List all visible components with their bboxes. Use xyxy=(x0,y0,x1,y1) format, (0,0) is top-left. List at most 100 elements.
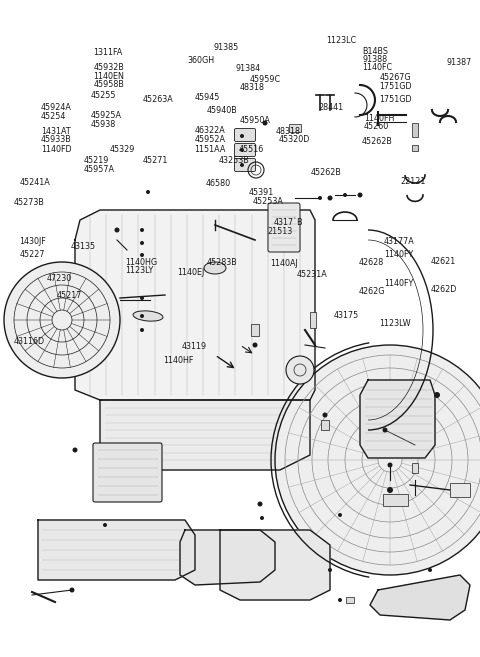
Bar xyxy=(412,145,418,151)
Text: 42628: 42628 xyxy=(359,258,384,267)
Circle shape xyxy=(257,501,263,507)
Circle shape xyxy=(387,487,393,493)
Polygon shape xyxy=(360,380,435,458)
Circle shape xyxy=(140,296,144,300)
Text: 91387: 91387 xyxy=(446,58,472,67)
Text: 45263A: 45263A xyxy=(143,95,174,104)
Polygon shape xyxy=(75,210,315,400)
Text: 45260: 45260 xyxy=(364,122,389,131)
Text: 45950A: 45950A xyxy=(240,116,271,125)
Circle shape xyxy=(275,345,480,575)
Text: 45231A: 45231A xyxy=(297,270,327,279)
Circle shape xyxy=(146,190,150,194)
Circle shape xyxy=(72,447,77,453)
Bar xyxy=(289,124,301,132)
Text: 45253A: 45253A xyxy=(253,197,284,206)
Text: 1140HG: 1140HG xyxy=(125,258,157,267)
Text: 42621: 42621 xyxy=(431,257,456,266)
Text: 22121: 22121 xyxy=(401,177,426,187)
Bar xyxy=(412,463,418,473)
Text: 45391: 45391 xyxy=(249,188,274,197)
Circle shape xyxy=(115,227,120,233)
Text: 1140FD: 1140FD xyxy=(41,145,72,154)
Text: 48318: 48318 xyxy=(276,127,301,136)
Text: 4262D: 4262D xyxy=(431,284,457,294)
Text: 45219: 45219 xyxy=(84,156,109,165)
Text: 45924A: 45924A xyxy=(41,103,72,112)
Text: 43253B: 43253B xyxy=(218,156,249,165)
Ellipse shape xyxy=(204,262,226,274)
Text: 45254: 45254 xyxy=(41,112,66,121)
Circle shape xyxy=(263,120,267,125)
Bar xyxy=(310,312,316,328)
Circle shape xyxy=(323,413,327,417)
Text: 1140FH: 1140FH xyxy=(364,114,394,123)
Text: 45959C: 45959C xyxy=(250,75,281,84)
Polygon shape xyxy=(38,520,195,580)
Bar xyxy=(412,123,418,137)
Circle shape xyxy=(343,193,347,197)
Text: 46322A: 46322A xyxy=(194,126,225,135)
Circle shape xyxy=(286,356,314,384)
Circle shape xyxy=(387,463,393,468)
Text: 1751GD: 1751GD xyxy=(379,82,412,91)
Text: B14BS: B14BS xyxy=(362,47,388,57)
Bar xyxy=(450,483,470,497)
Circle shape xyxy=(434,392,440,398)
Bar xyxy=(251,324,259,336)
FancyBboxPatch shape xyxy=(235,143,255,156)
Text: 45320D: 45320D xyxy=(278,135,310,145)
Text: 1140EN: 1140EN xyxy=(94,72,124,81)
Polygon shape xyxy=(100,400,310,470)
Text: 28441: 28441 xyxy=(318,102,343,112)
Text: 1431AT: 1431AT xyxy=(41,127,71,136)
Text: 45940B: 45940B xyxy=(206,106,237,115)
Text: 45273B: 45273B xyxy=(13,198,44,207)
Text: 21513: 21513 xyxy=(268,227,293,236)
Polygon shape xyxy=(370,575,470,620)
Circle shape xyxy=(263,121,267,125)
Text: 45271: 45271 xyxy=(143,156,168,165)
Text: 91384: 91384 xyxy=(235,64,260,73)
Circle shape xyxy=(252,342,257,348)
Circle shape xyxy=(383,428,387,432)
Polygon shape xyxy=(220,530,330,600)
Circle shape xyxy=(358,193,362,198)
Text: 1430JF: 1430JF xyxy=(19,237,46,246)
Circle shape xyxy=(70,587,74,593)
Text: 43119: 43119 xyxy=(181,342,206,351)
Text: 45283B: 45283B xyxy=(206,258,237,267)
Text: 1123LW: 1123LW xyxy=(379,319,411,328)
Circle shape xyxy=(140,241,144,245)
Text: 43175: 43175 xyxy=(334,311,359,320)
Circle shape xyxy=(140,228,144,232)
Text: 45952A: 45952A xyxy=(194,135,226,145)
Text: 45938: 45938 xyxy=(90,120,116,129)
Text: 1140HF: 1140HF xyxy=(163,356,193,365)
Circle shape xyxy=(328,568,332,572)
Text: 45329: 45329 xyxy=(109,145,135,154)
Text: 1140EJ: 1140EJ xyxy=(178,268,205,277)
Circle shape xyxy=(140,253,144,257)
Circle shape xyxy=(240,148,244,152)
Text: 48318: 48318 xyxy=(240,83,265,92)
Circle shape xyxy=(318,196,322,200)
Text: 1140AJ: 1140AJ xyxy=(270,259,298,268)
Text: 43177A: 43177A xyxy=(384,237,415,246)
Circle shape xyxy=(338,513,342,517)
Text: 45932B: 45932B xyxy=(94,63,124,72)
Text: 1123LC: 1123LC xyxy=(326,36,357,45)
Text: 4317`B: 4317`B xyxy=(274,217,303,227)
Text: 46580: 46580 xyxy=(205,179,230,189)
Text: 1311FA: 1311FA xyxy=(94,48,123,57)
FancyBboxPatch shape xyxy=(235,129,255,141)
Text: 45241A: 45241A xyxy=(19,178,50,187)
Text: 1151AA: 1151AA xyxy=(194,145,226,154)
Circle shape xyxy=(240,134,244,138)
Text: 47230: 47230 xyxy=(47,274,72,283)
Text: 1140FC: 1140FC xyxy=(362,63,393,72)
Text: 43135: 43135 xyxy=(71,242,96,251)
Text: 91388: 91388 xyxy=(362,55,387,64)
Text: 45957A: 45957A xyxy=(84,165,115,174)
FancyBboxPatch shape xyxy=(93,443,162,502)
